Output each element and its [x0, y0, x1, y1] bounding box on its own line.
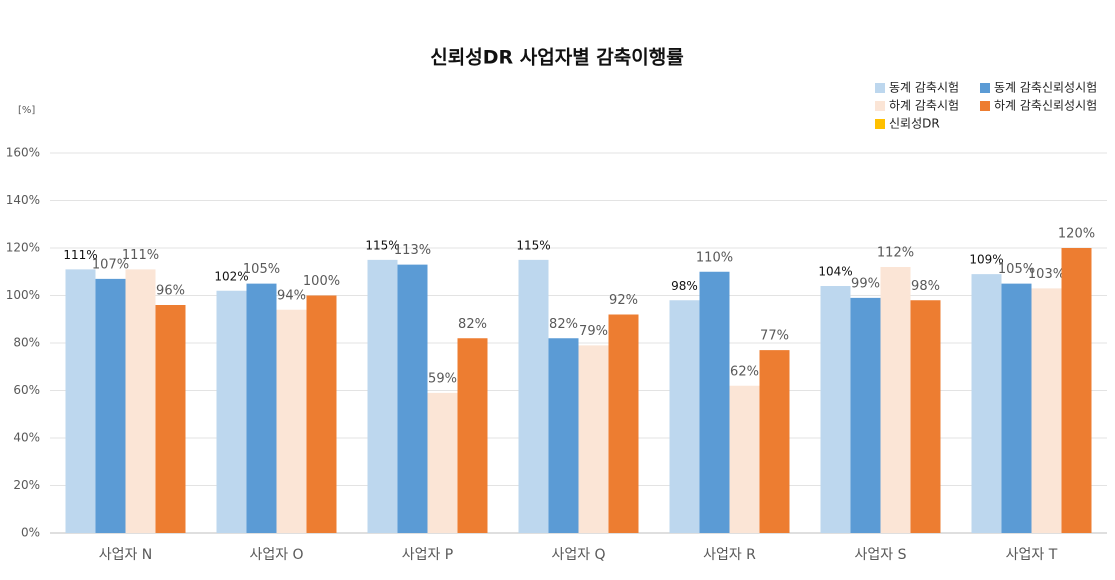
x-tick-label: 사업자 R: [703, 547, 756, 563]
value-label: 105%: [243, 262, 280, 277]
value-label: 111%: [122, 248, 159, 263]
bar: [608, 314, 639, 533]
x-tick-label: 사업자 S: [855, 547, 907, 563]
bar: [880, 267, 911, 533]
value-label: 109%: [969, 253, 1003, 267]
bar: [95, 278, 126, 533]
value-label: 113%: [394, 243, 431, 258]
y-tick-label: 60%: [13, 383, 40, 397]
bar: [669, 300, 700, 533]
y-tick-label: 160%: [6, 146, 40, 160]
bar: [1031, 288, 1062, 533]
value-label: 77%: [760, 329, 789, 344]
value-label: 103%: [1028, 267, 1065, 282]
value-label: 115%: [516, 238, 550, 252]
y-tick-label: 40%: [13, 431, 40, 445]
value-label: 102%: [214, 269, 248, 283]
bar: [578, 345, 609, 533]
bar: [1061, 248, 1092, 533]
bar: [306, 295, 337, 533]
x-tick-label: 사업자 T: [1006, 547, 1058, 563]
value-label: 120%: [1058, 227, 1095, 242]
bar: [971, 274, 1002, 533]
bar: [457, 338, 488, 533]
bar: [699, 271, 730, 533]
y-tick-label: 80%: [13, 336, 40, 350]
value-label: 62%: [730, 364, 759, 379]
y-tick-label: 100%: [6, 288, 40, 302]
legend-swatch: [980, 83, 990, 93]
x-tick-label: 사업자 O: [249, 547, 303, 563]
bar: [397, 264, 428, 533]
bar: [427, 392, 458, 533]
value-label: 98%: [671, 279, 698, 293]
bar: [1001, 283, 1032, 533]
legend-swatch: [875, 119, 885, 129]
bar: [155, 305, 186, 533]
y-tick-label: 0%: [21, 526, 40, 540]
value-label: 99%: [851, 276, 880, 291]
value-label: 59%: [428, 371, 457, 386]
bar: [820, 286, 851, 533]
legend-swatch: [875, 83, 885, 93]
bar: [910, 300, 941, 533]
value-label: 107%: [92, 257, 129, 272]
bar: [65, 269, 96, 533]
y-axis-label: [%]: [18, 105, 35, 116]
value-label: 79%: [579, 324, 608, 339]
value-label: 110%: [696, 250, 733, 265]
value-label: 82%: [458, 317, 487, 332]
value-label: 104%: [818, 265, 852, 279]
value-label: 94%: [277, 288, 306, 303]
value-label: 92%: [609, 293, 638, 308]
bar: [216, 290, 247, 533]
legend-swatch: [875, 101, 885, 111]
bar: [246, 283, 277, 533]
legend-swatch: [980, 101, 990, 111]
legend-label: 동계 감축시험: [889, 81, 959, 95]
y-tick-label: 140%: [6, 193, 40, 207]
legend-label: 하계 감축신뢰성시험: [994, 99, 1097, 113]
bar: [759, 350, 790, 533]
value-label: 82%: [549, 317, 578, 332]
value-label: 111%: [63, 248, 97, 262]
bar: [518, 259, 549, 533]
y-tick-label: 120%: [6, 241, 40, 255]
legend-label: 신뢰성DR: [889, 117, 940, 131]
value-label: 96%: [156, 284, 185, 299]
bar: [367, 259, 398, 533]
value-label: 112%: [877, 246, 914, 261]
value-label: 100%: [303, 274, 340, 289]
bar: [850, 297, 881, 533]
bar: [729, 385, 760, 533]
value-label: 115%: [365, 238, 399, 252]
bar: [125, 269, 156, 533]
y-tick-label: 20%: [13, 478, 40, 492]
bar: [548, 338, 579, 533]
chart-title: 신뢰성DR 사업자별 감축이행률: [430, 47, 683, 69]
value-label: 98%: [911, 279, 940, 294]
value-label: 105%: [998, 262, 1035, 277]
x-tick-label: 사업자 N: [99, 547, 153, 563]
x-tick-label: 사업자 Q: [551, 547, 605, 563]
legend-label: 하계 감축시험: [889, 99, 959, 113]
bar: [276, 309, 307, 533]
legend-label: 동계 감축신뢰성시험: [994, 81, 1097, 95]
x-tick-label: 사업자 P: [402, 547, 454, 563]
